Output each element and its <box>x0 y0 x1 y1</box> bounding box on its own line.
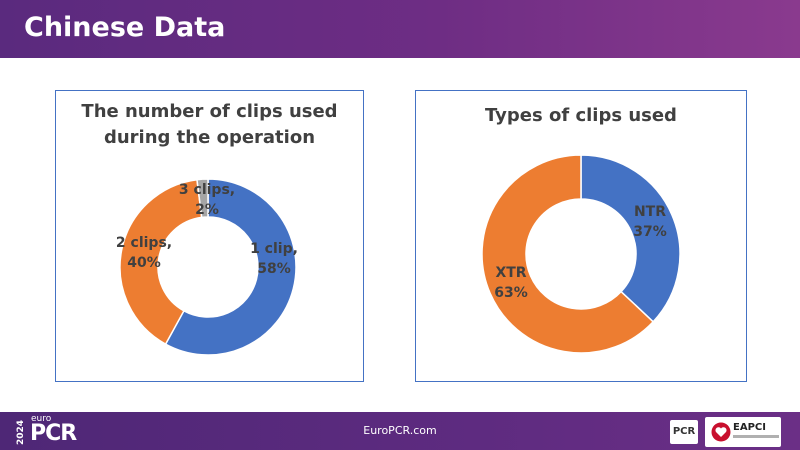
footer-brand-prefix: euro <box>31 414 52 424</box>
donut-slice-3-clips <box>196 178 209 219</box>
donut-slice-ntr <box>580 154 681 323</box>
heart-icon <box>711 422 731 442</box>
chart-panel-clip-types: Types of clips used NTR 37% XTR 63% <box>415 90 747 382</box>
data-label-1-clip: 1 clip, 58% <box>250 241 298 277</box>
donut-slice-xtr <box>481 154 655 354</box>
eapci-partner-logo: EAPCI <box>705 417 781 447</box>
data-label-xtr: XTR 63% <box>494 265 528 301</box>
donut-chart-clip-types: NTR 37% XTR 63% <box>481 154 681 354</box>
footer-bar <box>0 412 800 450</box>
header-bar: Chinese Data <box>0 0 800 58</box>
data-label-3-clips: 3 clips, 2% <box>179 182 235 218</box>
eapci-label: EAPCI <box>733 422 766 433</box>
donut-slice-1-clip <box>164 178 297 356</box>
data-label-ntr: NTR 37% <box>633 204 667 240</box>
slide-title: Chinese Data <box>24 12 226 43</box>
data-label-2-clips: 2 clips, 40% <box>116 235 172 271</box>
chart-title-line: during the operation <box>103 127 316 148</box>
donut-chart-clips-number: 1 clip, 58% 2 clips, 40%3 clips, 2% <box>116 178 298 356</box>
chart-title-line: The number of clips used <box>81 101 338 122</box>
donut-slice-2-clips <box>119 178 203 346</box>
pcr-partner-logo: PCR <box>670 420 698 444</box>
eapci-subtitle-bar <box>733 435 779 438</box>
chart-title-line: Types of clips used <box>485 105 677 126</box>
chart-title: Types of clips used <box>416 103 746 129</box>
chart-panel-clips-number: The number of clips used during the oper… <box>55 90 364 382</box>
chart-title: The number of clips used during the oper… <box>56 99 363 151</box>
footer-url-link[interactable]: EuroPCR.com <box>363 424 437 437</box>
footer-brand-logo: PCR <box>30 421 77 446</box>
